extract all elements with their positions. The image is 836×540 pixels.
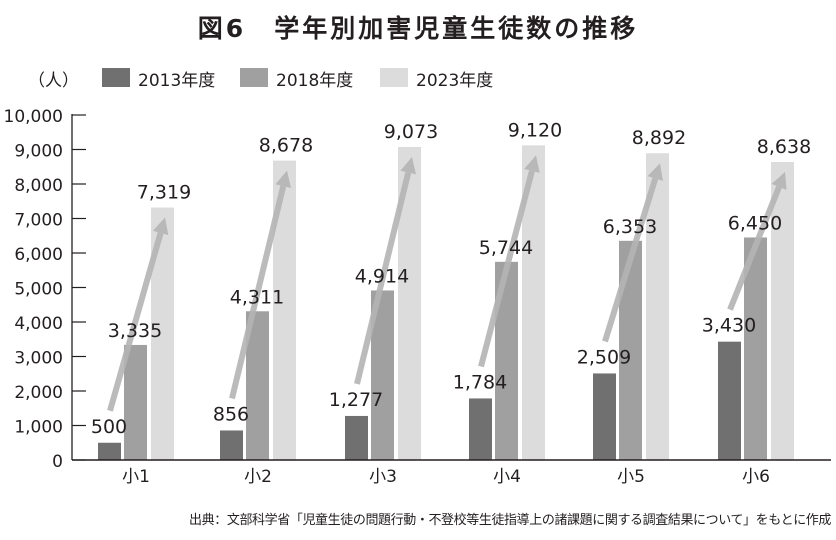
y-tick-label: 4,000 <box>14 314 63 334</box>
bar-2023年度 <box>522 145 545 461</box>
y-tick-label: 5,000 <box>14 280 63 300</box>
value-label-2018: 4,311 <box>230 286 284 308</box>
legend-label-2013: 2013年度 <box>138 71 216 91</box>
bar-2023年度 <box>771 161 794 460</box>
trend-arrows <box>107 155 787 412</box>
value-labels: 500 3,335 7,319 856 4,311 8,678 1,277 4,914 9,07… <box>91 119 811 437</box>
chart-title: 図6 学年別加害児童生徒数の推移 <box>197 14 639 43</box>
bar-2013年度 <box>593 373 616 460</box>
trend-arrow-head <box>647 163 663 181</box>
value-label-2018: 3,335 <box>108 320 162 342</box>
x-category-label: 小2 <box>244 467 272 487</box>
y-axis: 0 1,000 2,000 3,000 4,000 5,000 6,000 7,000 8,00… <box>4 107 86 472</box>
value-label-2023: 8,638 <box>757 136 811 158</box>
bar-2018年度 <box>744 237 767 460</box>
value-label-2018: 5,744 <box>479 237 533 259</box>
trend-arrow-shaft <box>107 232 164 412</box>
bar-2018年度 <box>371 290 394 460</box>
y-tick-label: 9,000 <box>14 142 63 162</box>
value-label-2013: 500 <box>91 416 127 438</box>
x-category-label: 小4 <box>493 467 521 487</box>
y-tick-label: 6,000 <box>14 245 63 265</box>
bar-2013年度 <box>345 415 368 460</box>
y-tick-label: 10,000 <box>4 107 63 127</box>
value-label-2013: 2,509 <box>577 346 631 368</box>
value-label-2013: 3,430 <box>702 315 756 337</box>
trend-arrow-shaft <box>602 177 659 343</box>
bar-2013年度 <box>98 442 121 460</box>
bar-2018年度 <box>246 311 269 460</box>
bar-2023年度 <box>273 160 296 460</box>
trend-arrow-shaft <box>229 185 287 400</box>
bar-2013年度 <box>718 341 741 460</box>
bar-2023年度 <box>151 207 174 460</box>
trend-arrow-head <box>524 155 540 173</box>
x-category-label: 小1 <box>122 467 150 487</box>
legend-label-2018: 2018年度 <box>276 71 354 91</box>
value-label-2018: 6,450 <box>728 212 782 234</box>
x-category-label: 小6 <box>742 467 770 487</box>
x-category-label: 小5 <box>617 467 645 487</box>
legend-swatch-2023 <box>380 68 408 87</box>
x-category-label: 小3 <box>369 467 397 487</box>
bar-2023年度 <box>398 146 421 460</box>
legend-swatch-2018 <box>240 68 268 87</box>
legend-label-2023: 2023年度 <box>416 71 494 91</box>
x-axis: 小1 小2 小3 小4 小5 小6 <box>72 459 831 487</box>
value-label-2023: 8,678 <box>259 135 313 157</box>
trend-arrow-head <box>771 171 787 190</box>
trend-arrow-shaft <box>478 170 535 368</box>
value-label-2013: 856 <box>213 403 249 425</box>
legend-swatch-2013 <box>102 68 130 87</box>
source-note: 出典：文部科学省「児童生徒の問題行動・不登校等生徒指導上の諸課題に関する調査結果… <box>189 513 831 528</box>
bar-2013年度 <box>220 430 243 460</box>
value-label-2023: 9,120 <box>508 119 562 141</box>
value-label-2013: 1,277 <box>329 389 383 411</box>
bar-series <box>98 145 794 461</box>
value-label-2023: 9,073 <box>384 121 438 143</box>
trend-arrow-head <box>152 217 169 236</box>
y-axis-unit-label: （人） <box>28 71 79 91</box>
y-tick-label: 8,000 <box>14 176 63 196</box>
value-label-2018: 4,914 <box>355 265 409 287</box>
trend-arrow-head <box>275 170 292 189</box>
y-tick-label: 3,000 <box>14 349 63 369</box>
bar-2018年度 <box>619 240 642 460</box>
value-label-2013: 1,784 <box>453 371 507 393</box>
bar-2023年度 <box>646 153 669 460</box>
y-tick-label: 0 <box>52 452 63 472</box>
value-label-2023: 8,892 <box>632 127 686 149</box>
y-tick-label: 2,000 <box>14 383 63 403</box>
value-label-2018: 6,353 <box>603 216 657 238</box>
bar-2013年度 <box>469 398 492 460</box>
bar-2018年度 <box>124 344 147 460</box>
trend-arrow-shaft <box>727 185 782 311</box>
trend-arrow-head <box>400 156 417 175</box>
trend-arrow-shaft <box>354 171 412 385</box>
value-label-2023: 7,319 <box>137 181 191 203</box>
y-tick-label: 7,000 <box>14 211 63 231</box>
y-tick-label: 1,000 <box>14 418 63 438</box>
bar-2018年度 <box>495 261 518 460</box>
